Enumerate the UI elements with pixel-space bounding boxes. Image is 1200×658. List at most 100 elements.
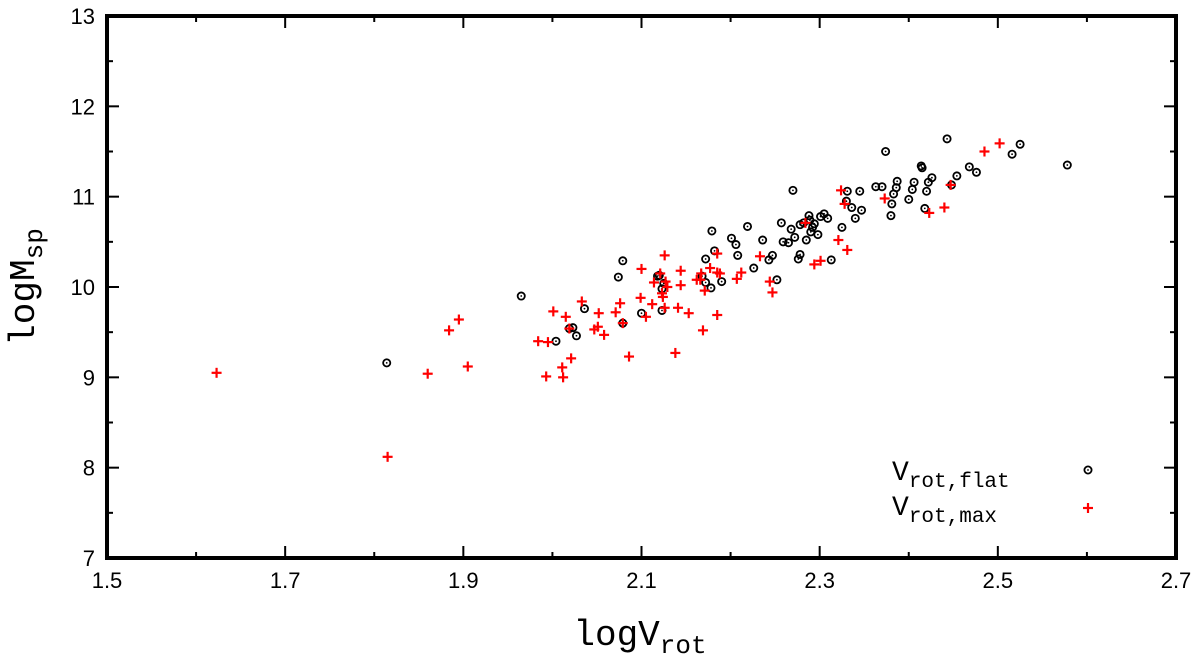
data-point [942, 134, 952, 144]
data-point [836, 185, 847, 196]
data-point [826, 255, 836, 265]
data-point [1015, 139, 1025, 149]
data-point [1062, 160, 1072, 170]
data-point [714, 268, 725, 279]
data-point [767, 250, 777, 260]
data-point [533, 336, 544, 347]
data-point [904, 194, 914, 204]
data-point [579, 304, 589, 314]
data-point [659, 250, 670, 261]
data-point [795, 249, 805, 259]
legend-marker-circle [1083, 465, 1093, 475]
data-point [994, 138, 1005, 149]
data-point [800, 217, 811, 228]
data-point [542, 337, 553, 348]
data-point [887, 199, 897, 209]
data-point [939, 202, 950, 213]
data-point [871, 182, 881, 192]
data-point [701, 254, 711, 264]
plot-area [105, 14, 1178, 560]
y-axis-title: logMsp [4, 228, 50, 346]
data-point [564, 323, 575, 334]
data-point [541, 371, 552, 382]
data-point [647, 299, 658, 310]
data-point [886, 211, 896, 221]
plot-frame [105, 14, 1178, 560]
y-tick-label: 11 [72, 185, 95, 210]
data-point [566, 353, 577, 364]
data-point [847, 203, 857, 213]
x-tick-label: 2.5 [983, 568, 1014, 593]
data-point [636, 263, 647, 274]
data-point [731, 273, 742, 284]
data-point [833, 235, 844, 246]
x-tick-label: 2.7 [1161, 568, 1192, 593]
x-tick-label: 1.5 [92, 568, 123, 593]
data-point [712, 248, 723, 259]
legend-label-vrot-flat: Vrot,flat [892, 458, 1010, 494]
data-point [670, 347, 681, 358]
data-point [624, 351, 635, 362]
data-point [662, 282, 673, 292]
data-point [877, 182, 887, 192]
data-point [705, 263, 716, 274]
x-tick-label: 2.1 [626, 568, 657, 593]
data-point [922, 186, 932, 196]
data-point [776, 218, 786, 228]
data-point [453, 314, 464, 325]
data-point [842, 244, 853, 255]
data-point [697, 325, 708, 336]
data-point [909, 177, 919, 187]
data-point [382, 451, 393, 462]
data-point [788, 185, 798, 195]
data-point [971, 167, 981, 177]
data-point [924, 207, 935, 218]
data-point [557, 362, 568, 373]
data-point [764, 276, 775, 287]
data-point [837, 222, 847, 232]
x-axis: 1.5 1.7 1.9 2.1 2.3 2.5 2.7 [92, 16, 1192, 593]
y-tick-label: 8 [83, 456, 95, 481]
y-tick-label: 7 [83, 546, 95, 571]
legend-symbol [1083, 465, 1093, 475]
data-series-layer [211, 134, 1072, 462]
data-point [790, 232, 800, 242]
data-point [635, 292, 646, 303]
data-point [551, 336, 561, 346]
y-tick-label: 13 [71, 4, 95, 29]
y-tick-label: 9 [83, 365, 95, 390]
data-point [613, 272, 623, 282]
data-point [655, 268, 666, 279]
data-point [907, 184, 917, 194]
data-point [778, 237, 788, 247]
data-point [462, 361, 473, 372]
data-point [675, 280, 686, 291]
data-point [211, 367, 222, 378]
data-point [516, 291, 526, 301]
data-point [855, 186, 865, 196]
data-point [772, 275, 782, 285]
series-vrot-flat [382, 134, 1072, 368]
data-point [707, 226, 717, 236]
data-point [726, 233, 736, 243]
data-point [743, 221, 753, 231]
series-vrot-max [211, 138, 1005, 462]
data-point [548, 306, 559, 317]
data-point [659, 302, 670, 313]
data-point [857, 205, 867, 215]
data-point [675, 265, 686, 276]
data-point [801, 235, 811, 245]
data-point [558, 372, 569, 383]
data-point [952, 171, 962, 181]
data-point [731, 240, 741, 250]
data-point [809, 219, 819, 229]
data-point [610, 307, 621, 318]
data-point [839, 198, 850, 209]
legend-label-vrot-max: Vrot,max [892, 493, 997, 529]
data-point [809, 259, 820, 270]
data-point [648, 277, 659, 288]
data-point [712, 310, 723, 321]
data-point [758, 235, 768, 245]
data-point [717, 277, 727, 287]
